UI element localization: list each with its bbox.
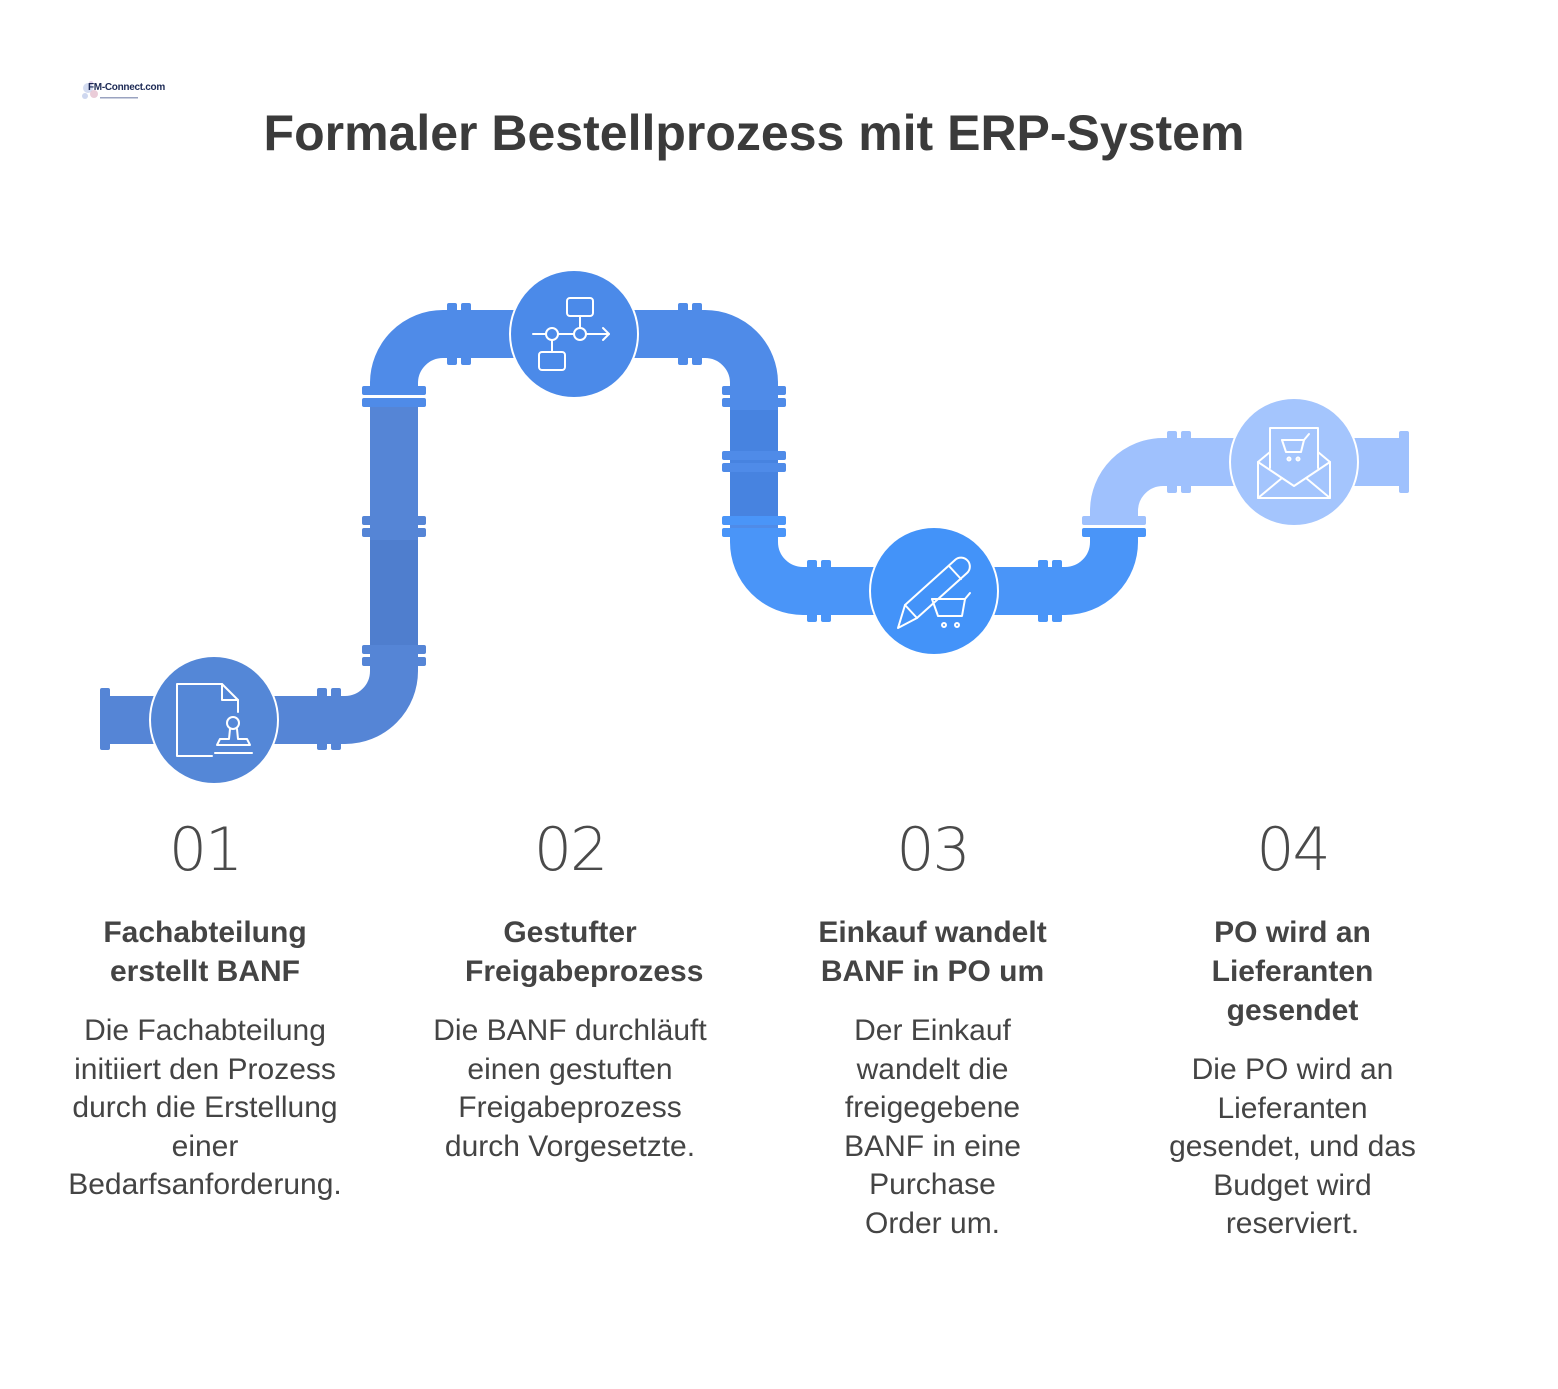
step-heading: Fachabteilung erstellt BANF xyxy=(103,916,307,988)
step-description: Die BANF durchläuft einen gestuften Frei… xyxy=(433,1014,707,1163)
pipe-segment-4 xyxy=(1082,431,1409,525)
step-heading: Einkauf wandelt BANF in PO um xyxy=(818,916,1047,988)
step-node-3 xyxy=(869,526,999,656)
step-number: 04 xyxy=(1256,815,1330,885)
step-description: Der Einkauf wandelt die freigegebene BAN… xyxy=(844,1014,1021,1240)
pencil-cart-icon xyxy=(897,556,971,629)
pipe-segment-1 xyxy=(100,386,426,750)
step-number: 01 xyxy=(168,815,243,885)
step-number: 03 xyxy=(896,815,970,885)
step-heading: Gestufter Freigabeprozess xyxy=(465,916,704,988)
step-2: 02 Gestufter Freigabeprozess Die BANF du… xyxy=(425,812,715,1166)
step-3: 03 Einkauf wandelt BANF in PO um Der Ein… xyxy=(805,812,1060,1244)
step-number: 02 xyxy=(533,815,608,885)
workflow-icon xyxy=(532,297,610,371)
step-description: Die PO wird an Lieferanten gesendet, und… xyxy=(1169,1053,1416,1241)
logo-splash-icon xyxy=(82,81,138,99)
step-heading: PO wird an Lieferanten gesendet xyxy=(1211,916,1374,1027)
step-node-1 xyxy=(149,655,279,785)
step-description: Die Fachabteilung initiiert den Prozess … xyxy=(68,1014,342,1202)
pipeline-diagram xyxy=(100,269,1409,785)
step-node-2 xyxy=(509,269,639,399)
document-stamp-icon xyxy=(176,683,253,757)
step-1: 01 Fachabteilung erstellt BANF Die Facha… xyxy=(55,812,355,1205)
logo-text: FM-Connect.com xyxy=(88,82,165,93)
company-logo: FM-Connect.com xyxy=(80,78,165,106)
envelope-cart-icon xyxy=(1257,427,1331,499)
page-title: Formaler Bestellprozess mit ERP-System xyxy=(263,105,1245,161)
step-4: 04 PO wird an Lieferanten gesendet Die P… xyxy=(1150,812,1435,1244)
step-node-4 xyxy=(1229,397,1359,527)
